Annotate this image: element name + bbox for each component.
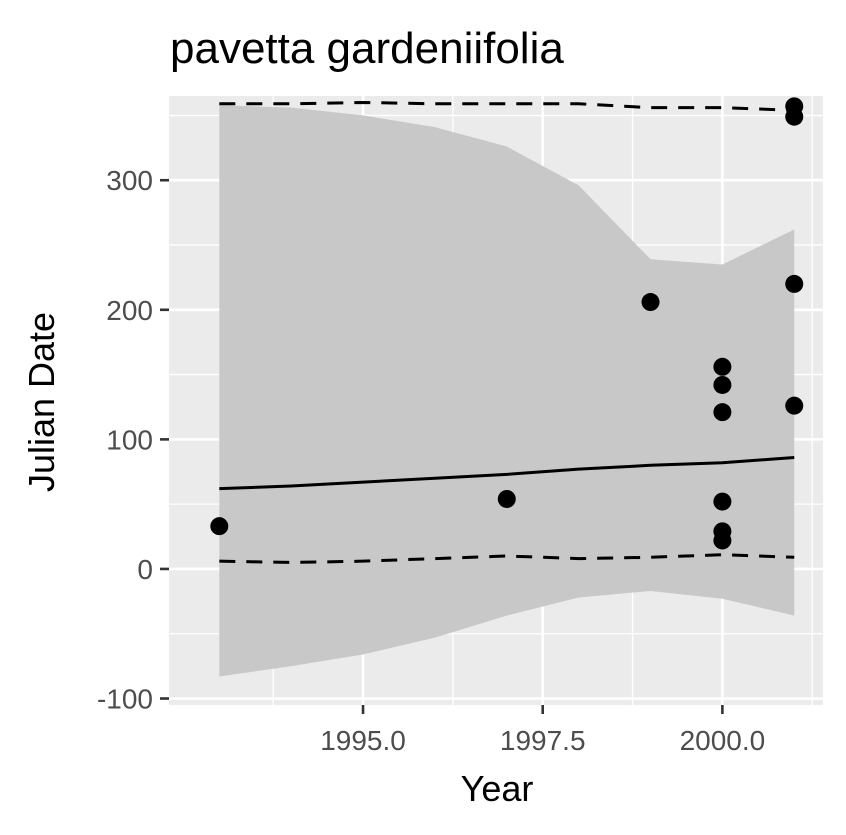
y-tick-label: 0 bbox=[137, 554, 153, 585]
x-axis: 1995.0 1997.5 2000.0 bbox=[320, 705, 765, 756]
y-axis-title: Julian Date bbox=[21, 312, 62, 492]
data-point bbox=[713, 403, 732, 422]
confidence-ribbon bbox=[219, 105, 795, 677]
x-tick-label: 2000.0 bbox=[680, 725, 766, 756]
data-point bbox=[785, 107, 804, 126]
upper-dashed-line bbox=[219, 100, 795, 112]
data-point bbox=[713, 375, 732, 394]
data-point bbox=[713, 492, 732, 511]
data-point bbox=[785, 274, 804, 293]
data-point bbox=[713, 357, 732, 376]
lower-dashed-line bbox=[219, 553, 795, 564]
chart-title: pavetta gardeniifolia bbox=[170, 24, 564, 73]
y-tick-label: 300 bbox=[106, 165, 153, 196]
x-tick-label: 1997.5 bbox=[500, 725, 586, 756]
y-tick-label: -100 bbox=[97, 684, 153, 715]
y-tick-label: 100 bbox=[106, 424, 153, 455]
data-points bbox=[210, 97, 804, 550]
y-tick-label: 200 bbox=[106, 295, 153, 326]
x-axis-title: Year bbox=[461, 768, 534, 809]
y-axis: -100 0 100 200 300 bbox=[97, 165, 169, 715]
data-point bbox=[497, 489, 516, 508]
data-point bbox=[641, 293, 660, 312]
data-point bbox=[785, 396, 804, 415]
data-point bbox=[713, 531, 732, 550]
data-point bbox=[210, 517, 229, 536]
x-tick-label: 1995.0 bbox=[320, 725, 406, 756]
fit-line bbox=[219, 456, 795, 491]
